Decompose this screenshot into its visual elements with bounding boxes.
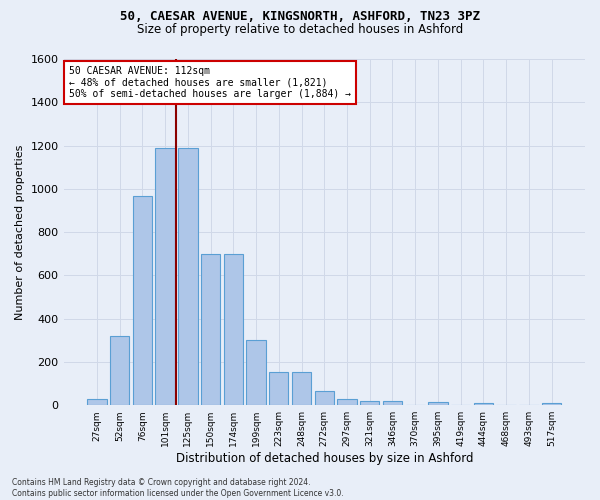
Bar <box>474 403 493 405</box>
Bar <box>383 401 402 405</box>
Bar <box>428 402 448 405</box>
Text: 50 CAESAR AVENUE: 112sqm
← 48% of detached houses are smaller (1,821)
50% of sem: 50 CAESAR AVENUE: 112sqm ← 48% of detach… <box>69 66 351 99</box>
Bar <box>110 336 130 405</box>
X-axis label: Distribution of detached houses by size in Ashford: Distribution of detached houses by size … <box>176 452 473 465</box>
Bar <box>247 340 266 405</box>
Y-axis label: Number of detached properties: Number of detached properties <box>15 144 25 320</box>
Bar <box>87 398 107 405</box>
Bar <box>542 403 561 405</box>
Bar <box>314 391 334 405</box>
Bar <box>360 401 379 405</box>
Bar <box>269 372 289 405</box>
Text: Size of property relative to detached houses in Ashford: Size of property relative to detached ho… <box>137 22 463 36</box>
Bar <box>178 148 197 405</box>
Bar <box>133 196 152 405</box>
Bar <box>224 254 243 405</box>
Bar <box>292 372 311 405</box>
Text: 50, CAESAR AVENUE, KINGSNORTH, ASHFORD, TN23 3PZ: 50, CAESAR AVENUE, KINGSNORTH, ASHFORD, … <box>120 10 480 23</box>
Bar <box>155 148 175 405</box>
Bar <box>337 398 356 405</box>
Bar <box>201 254 220 405</box>
Text: Contains HM Land Registry data © Crown copyright and database right 2024.
Contai: Contains HM Land Registry data © Crown c… <box>12 478 344 498</box>
